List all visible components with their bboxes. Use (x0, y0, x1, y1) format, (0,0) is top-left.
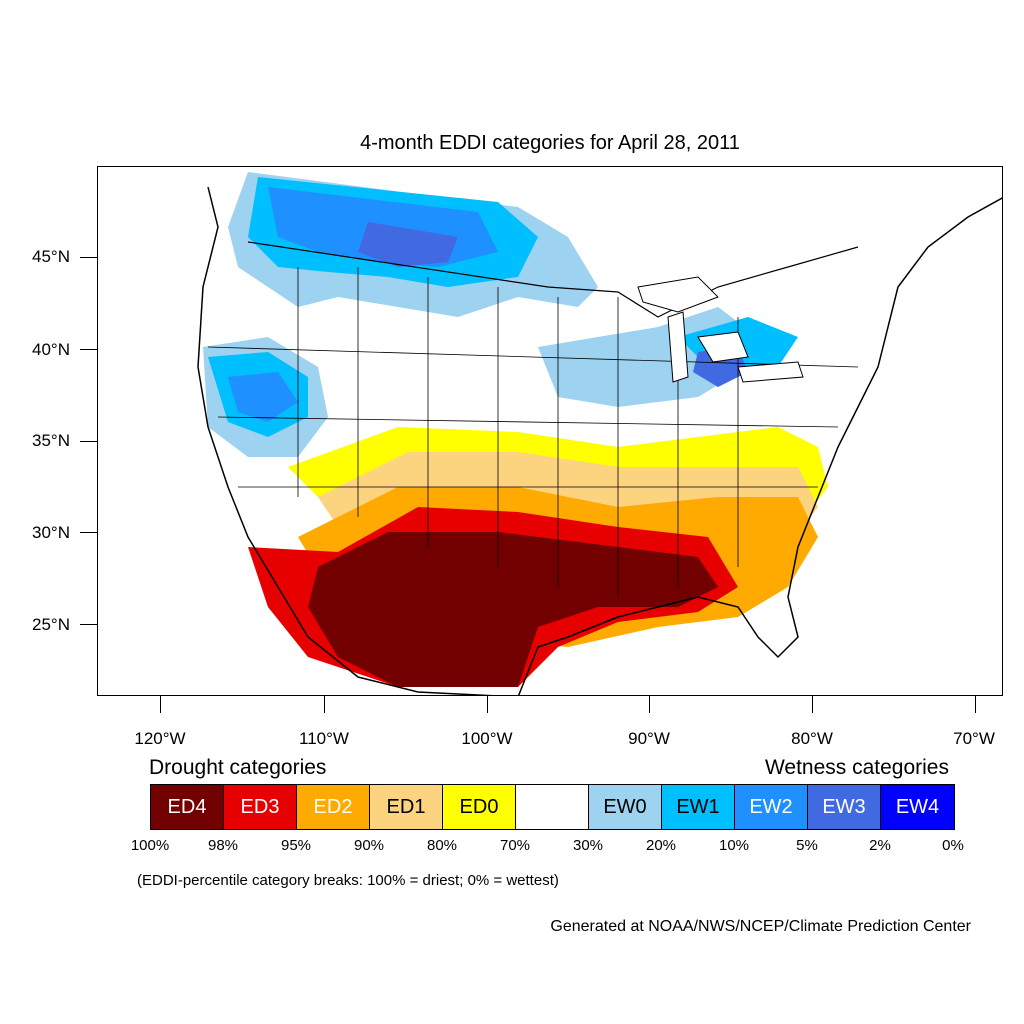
legend-break-label: 30% (572, 837, 604, 854)
legend-swatch-ew1: EW1 (662, 785, 735, 829)
state-boundaries (207, 267, 859, 597)
coastline (197, 186, 1002, 695)
legend-swatch-ed2: ED2 (297, 785, 370, 829)
lon-label-90w: 90°W (628, 729, 670, 748)
legend-swatch-ew4: EW4 (881, 785, 954, 829)
lat-tick (80, 257, 97, 258)
map-area (97, 166, 1003, 696)
caption: (EDDI-percentile category breaks: 100% =… (137, 872, 559, 889)
legend-break-label: 100% (130, 837, 170, 854)
legend-swatch-ew2: EW2 (735, 785, 808, 829)
great-lakes (637, 276, 804, 383)
lon-label-70w: 70°W (953, 729, 995, 748)
lon-label-110w: 110°W (299, 729, 349, 748)
region-ew2-west (228, 372, 298, 422)
lon-tick (487, 696, 488, 713)
legend-swatch-ew0: EW0 (589, 785, 662, 829)
lat-label-30n: 30°N (32, 523, 70, 542)
legend-break-label: 0% (942, 837, 964, 854)
lat-label-25n: 25°N (32, 615, 70, 634)
lat-tick (80, 349, 97, 350)
eddi-map (197, 172, 1002, 695)
lat-tick (80, 441, 97, 442)
legend-swatch-ed4: ED4 (151, 785, 224, 829)
legend-swatch-ed1: ED1 (370, 785, 443, 829)
legend-swatch-ew3: EW3 (808, 785, 881, 829)
lon-tick (649, 696, 650, 713)
lon-tick (160, 696, 161, 713)
legend-break-label: 2% (869, 837, 891, 854)
legend-break-label: 98% (207, 837, 239, 854)
lon-tick (324, 696, 325, 713)
wetness-heading: Wetness categories (764, 756, 949, 779)
lon-label-80w: 80°W (791, 729, 833, 748)
lon-label-100w: 100°W (461, 729, 513, 748)
region-ew3 (358, 222, 458, 267)
legend-break-label: 90% (353, 837, 385, 854)
legend-colorbar: ED4 ED3 ED2 ED1 ED0 EW0 EW1 EW2 EW3 EW4 (150, 784, 955, 830)
legend-break-label: 70% (499, 837, 531, 854)
legend-swatch-ed0: ED0 (443, 785, 516, 829)
lon-label-120w: 120°W (134, 729, 186, 748)
lat-tick (80, 532, 97, 533)
legend-break-label: 10% (718, 837, 750, 854)
legend-break-label: 20% (645, 837, 677, 854)
drought-heading: Drought categories (149, 756, 327, 779)
us-canada-border (247, 241, 859, 318)
legend-break-label: 80% (426, 837, 458, 854)
lat-label-35n: 35°N (32, 431, 70, 450)
legend-break-label: 5% (796, 837, 818, 854)
legend-swatch-neutral (516, 785, 589, 829)
region-ed4 (308, 532, 718, 687)
lon-tick (975, 696, 976, 713)
lon-tick (812, 696, 813, 713)
legend-swatch-ed3: ED3 (224, 785, 297, 829)
credit: Generated at NOAA/NWS/NCEP/Climate Predi… (550, 918, 971, 935)
lat-tick (80, 624, 97, 625)
lat-label-40n: 40°N (32, 340, 70, 359)
legend-break-label: 95% (280, 837, 312, 854)
lat-label-45n: 45°N (32, 247, 70, 266)
map-title: 4-month EDDI categories for April 28, 20… (360, 132, 740, 154)
